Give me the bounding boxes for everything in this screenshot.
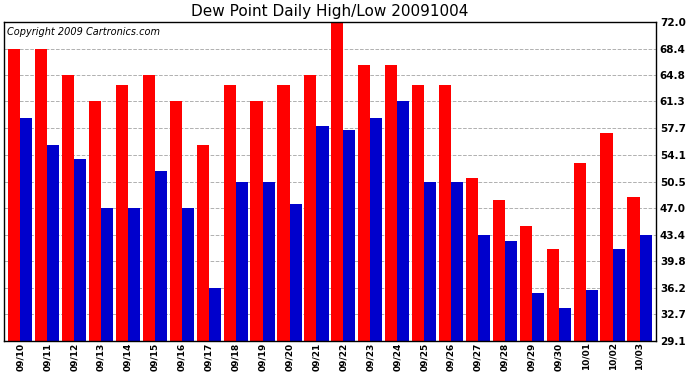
Bar xyxy=(143,75,155,341)
Bar xyxy=(520,226,532,341)
Bar xyxy=(478,235,490,341)
Title: Dew Point Daily High/Low 20091004: Dew Point Daily High/Low 20091004 xyxy=(191,4,469,19)
Bar xyxy=(532,293,544,341)
Bar xyxy=(89,101,101,341)
Bar xyxy=(600,134,613,341)
Bar xyxy=(627,196,640,341)
Bar xyxy=(8,48,20,341)
Bar xyxy=(358,65,371,341)
Bar xyxy=(128,208,140,341)
Bar xyxy=(116,85,128,341)
Bar xyxy=(317,126,328,341)
Bar xyxy=(505,242,517,341)
Bar xyxy=(35,48,47,341)
Bar xyxy=(182,208,194,341)
Bar xyxy=(559,308,571,341)
Bar xyxy=(412,85,424,341)
Text: Copyright 2009 Cartronics.com: Copyright 2009 Cartronics.com xyxy=(8,27,160,36)
Bar xyxy=(62,75,74,341)
Bar xyxy=(439,85,451,341)
Bar xyxy=(170,101,182,341)
Bar xyxy=(493,200,505,341)
Bar xyxy=(397,101,409,341)
Bar xyxy=(424,182,436,341)
Bar xyxy=(451,182,463,341)
Bar xyxy=(586,290,598,341)
Bar xyxy=(304,75,317,341)
Bar xyxy=(573,163,586,341)
Bar xyxy=(101,208,113,341)
Bar xyxy=(371,118,382,341)
Bar xyxy=(466,178,478,341)
Bar xyxy=(209,288,221,341)
Bar xyxy=(640,235,651,341)
Bar xyxy=(155,171,167,341)
Bar xyxy=(20,118,32,341)
Bar xyxy=(47,144,59,341)
Bar xyxy=(74,159,86,341)
Bar xyxy=(331,22,344,341)
Bar xyxy=(197,144,209,341)
Bar xyxy=(236,182,248,341)
Bar xyxy=(224,85,236,341)
Bar xyxy=(546,249,559,341)
Bar xyxy=(277,85,290,341)
Bar xyxy=(385,65,397,341)
Bar xyxy=(290,204,302,341)
Bar xyxy=(263,182,275,341)
Bar xyxy=(344,130,355,341)
Bar xyxy=(613,249,624,341)
Bar xyxy=(250,101,263,341)
